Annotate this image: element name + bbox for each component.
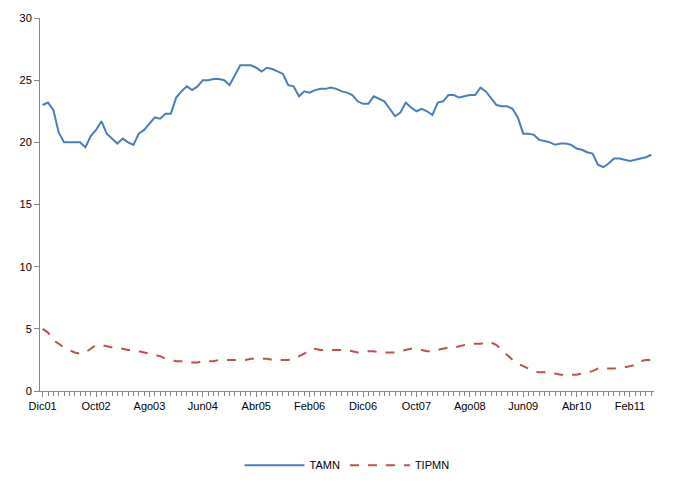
svg-text:20: 20 <box>20 136 32 148</box>
svg-text:15: 15 <box>20 198 32 210</box>
svg-text:Abr05: Abr05 <box>242 400 271 412</box>
svg-text:TIPMN: TIPMN <box>415 459 449 471</box>
svg-text:Abr10: Abr10 <box>562 400 591 412</box>
svg-text:Feb06: Feb06 <box>294 400 325 412</box>
svg-text:25: 25 <box>20 74 32 86</box>
svg-text:Ago08: Ago08 <box>454 400 486 412</box>
svg-text:Dic06: Dic06 <box>349 400 377 412</box>
svg-text:Oct07: Oct07 <box>402 400 431 412</box>
svg-text:30: 30 <box>20 12 32 24</box>
svg-text:5: 5 <box>26 323 32 335</box>
svg-text:Ago03: Ago03 <box>134 400 166 412</box>
svg-text:Oct02: Oct02 <box>81 400 110 412</box>
svg-text:Feb11: Feb11 <box>615 400 645 412</box>
svg-text:0: 0 <box>26 385 32 397</box>
svg-text:Jun04: Jun04 <box>188 400 218 412</box>
svg-text:10: 10 <box>20 261 32 273</box>
svg-text:Dic01: Dic01 <box>29 400 57 412</box>
svg-text:Jun09: Jun09 <box>508 400 538 412</box>
svg-text:TAMN: TAMN <box>310 459 340 471</box>
